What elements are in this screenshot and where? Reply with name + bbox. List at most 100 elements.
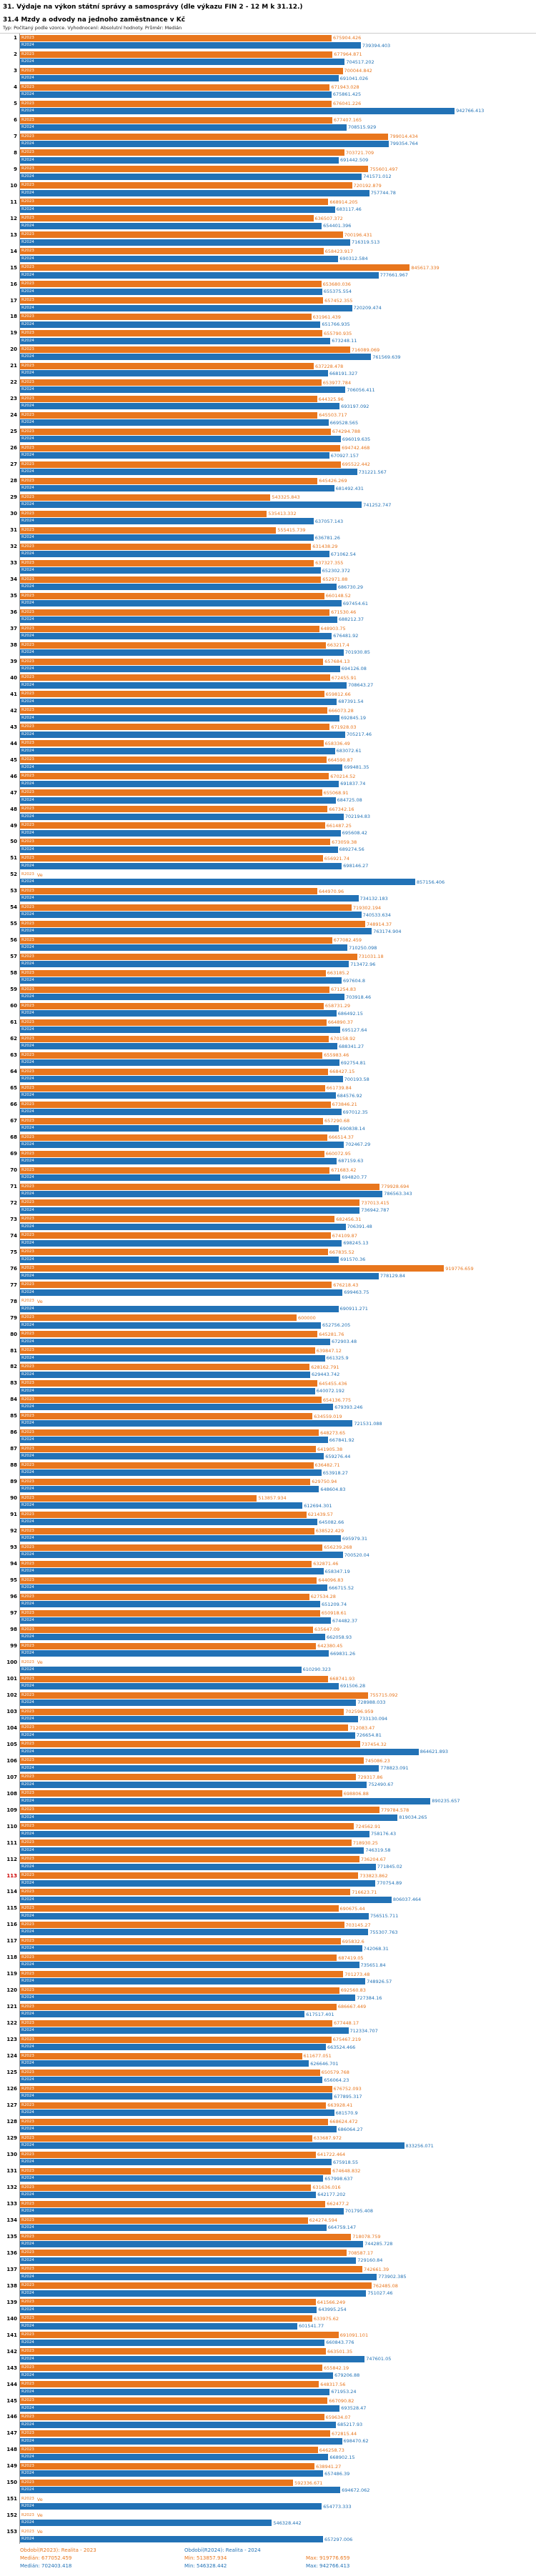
bar-r2023: R2023 — [20, 2480, 294, 2487]
bar-r2023: R2023 — [20, 1889, 351, 1896]
bar-line-r2024: R2024 706391.48 — [20, 1223, 536, 1230]
bar-r2023: R2023 — [20, 411, 318, 419]
bar-series-label: R2023 — [21, 2070, 34, 2075]
row-index-label: 139 — [6, 2299, 17, 2305]
bar-series-label: R2024 — [21, 289, 34, 294]
bar-value-label: 744285.728 — [364, 2241, 393, 2247]
bar-r2024: R2024 — [20, 2027, 349, 2035]
bar-r2024: R2024 — [20, 1978, 366, 1985]
bar-series-label: R2024 — [21, 2537, 34, 2542]
bar-line-r2023: R2023 673059.38 — [20, 838, 536, 846]
bar-line-r2023: R2023 698806.88 — [20, 1790, 536, 1797]
bar-r2024: R2024 — [20, 239, 350, 246]
chart-row: 127 R2023 663928.41 R2024 681570.9 — [0, 2101, 536, 2118]
bar-series-label: R2023 — [21, 2037, 34, 2042]
bar-series-label: R2023 — [21, 298, 34, 303]
bar-value-label: 648903.75 — [320, 626, 346, 632]
chart-row: 88 R2023 636482.71 R2024 653918.27 — [0, 1461, 536, 1478]
bar-series-label: R2024 — [21, 2257, 34, 2262]
bar-r2024: R2024 — [20, 2093, 333, 2100]
bar-value-label: 669831.26 — [330, 1650, 356, 1657]
bar-line-r2024: R2024 671953.24 — [20, 2388, 536, 2395]
row-index-label: 78 — [10, 1298, 17, 1304]
bar-r2023: R2023 — [20, 625, 319, 632]
bar-series-label: R2024 — [21, 1372, 34, 1377]
row-index-label: 83 — [10, 1380, 17, 1387]
bar-series-label: R2023 — [21, 2185, 34, 2190]
bar-line-r2024: R2024 702194.83 — [20, 813, 536, 820]
stats-r2024: Medián: 702403.418 Min: 546328.442 Max: … — [20, 2563, 536, 2569]
bar-value-label: 740533.634 — [362, 912, 391, 918]
bar-series-label: R2024 — [21, 2422, 34, 2427]
row-index-label: 149 — [6, 2463, 17, 2470]
bar-value-label: 666715.52 — [329, 1584, 354, 1591]
chart-row: 84 R2023 654136.775 R2024 679393.246 — [0, 1395, 536, 1412]
bar-value-label: 728988.033 — [357, 1699, 386, 1706]
row-bars: R2023 663928.41 R2024 681570.9 — [19, 2101, 536, 2118]
bar-r2023: R2023 — [20, 757, 327, 764]
chart-row: 117 R2023 695832.6 R2024 742068.31 — [0, 1937, 536, 1954]
bar-value-label: 679206.88 — [334, 2372, 360, 2379]
bar-series-label: R2024 — [21, 436, 34, 441]
bar-value-label: 671943.028 — [331, 84, 359, 91]
bar-series-label: R2024 — [21, 2372, 34, 2377]
chart-row: 36 R2023 671530.46 R2024 688212.37 — [0, 607, 536, 624]
row-index-label: 79 — [10, 1314, 17, 1321]
bar-series-label: R2024 — [21, 847, 34, 852]
bar-line-r2023: R2023 657290.68 — [20, 1117, 536, 1124]
chart-row: 37 R2023 648903.75 R2024 676481.92 — [0, 624, 536, 641]
row-index-label: 136 — [6, 2250, 17, 2256]
bar-value-label: 631636.016 — [312, 2185, 341, 2191]
bar-series-label: R2023 — [21, 872, 34, 877]
row-bars: R2023 716623.71 R2024 806037.464 — [19, 1887, 536, 1904]
row-index-label: 23 — [10, 396, 17, 402]
bar-r2023: R2023 — [20, 2167, 332, 2175]
row-bars: R2023 648903.75 R2024 676481.92 — [19, 624, 536, 641]
row-index-label: 20 — [10, 346, 17, 353]
bar-value-label: 675918.55 — [333, 2159, 359, 2165]
bar-series-label: R2023 — [21, 2102, 34, 2107]
bar-series-label: R2023 — [21, 1824, 34, 1829]
bar-series-label: R2023 — [21, 331, 34, 336]
bar-line-r2024: R2024 942766.413 — [20, 107, 536, 114]
bar-line-r2024: R2024 670927.157 — [20, 452, 536, 459]
bar-line-r2024: R2024 651766.935 — [20, 321, 536, 328]
bar-value-label: 702467.29 — [345, 1142, 371, 1148]
row-index-label: 86 — [10, 1429, 17, 1436]
bar-value-label: 687159.63 — [338, 1158, 364, 1164]
bar-value-label: 677964.871 — [334, 51, 362, 58]
max-r2023: Max: 919776.659 — [306, 2555, 350, 2562]
bar-value-label: 666073.28 — [328, 707, 354, 714]
bar-series-label: R2024 — [21, 535, 34, 540]
bar-series-label: R2024 — [21, 256, 34, 261]
bar-series-label: R2023 — [21, 741, 34, 746]
row-index-label: 60 — [10, 1003, 17, 1009]
bar-series-label: R2024 — [21, 1847, 34, 1852]
bar-line-r2024: R2024 748926.57 — [20, 1978, 536, 1985]
row-bars: R2023 655790.935 R2024 673248.11 — [19, 329, 536, 346]
bar-value-label: 718930.25 — [352, 1839, 378, 1846]
row-bars: R2023 700196.431 R2024 716319.513 — [19, 230, 536, 247]
bar-series-label: R2024 — [21, 43, 34, 48]
bar-series-label: R2023 — [21, 1544, 34, 1549]
page-subtitle: 31.4 Mzdy a odvody na jednoho zaměstnanc… — [3, 16, 186, 24]
row-index-label: 88 — [10, 1462, 17, 1469]
bar-line-r2024: R2024 617517.401 — [20, 2011, 536, 2018]
bar-line-r2024: R2024 734132.183 — [20, 895, 536, 902]
bar-series-label: R2023 — [21, 2415, 34, 2420]
row-index-label: 118 — [6, 1955, 17, 1961]
bar-line-r2024: R2024 677895.317 — [20, 2092, 536, 2100]
row-index-label: 8 — [14, 149, 17, 156]
bar-line-r2024: R2024 778129.84 — [20, 1272, 536, 1279]
bar-r2023: R2023 — [20, 1905, 339, 1912]
bar-r2023: R2023 — [20, 1150, 324, 1157]
bar-series-label: R2023 — [21, 1364, 34, 1369]
bar-value-label: 705217.46 — [346, 732, 372, 738]
bar-series-label: R2024 — [21, 1289, 34, 1294]
chart-row: 79 R2023 600000 R2024 652756.205 — [0, 1313, 536, 1330]
bar-line-r2023: R2023 627534.28 — [20, 1593, 536, 1600]
bar-series-label: R2023 — [21, 1840, 34, 1845]
bar-value-label: 633975.62 — [313, 2315, 339, 2322]
bar-value-label: 691837.74 — [340, 781, 366, 787]
bar-series-label: R2023 — [21, 1414, 34, 1419]
